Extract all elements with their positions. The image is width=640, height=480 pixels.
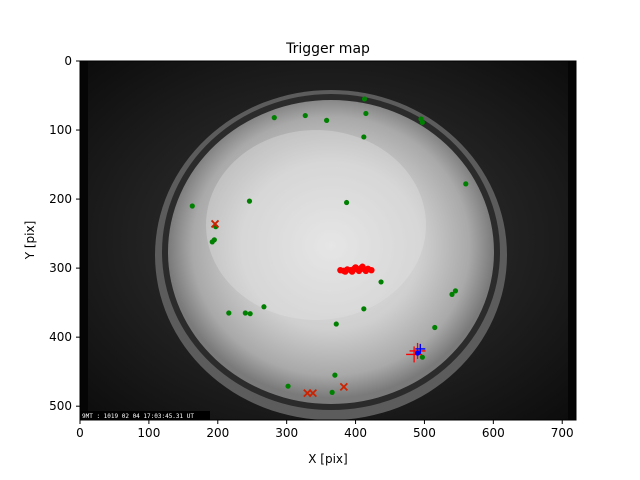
x-tick-label: 500 <box>413 426 436 440</box>
data-point <box>271 115 277 121</box>
data-point <box>361 134 367 140</box>
image-timestamp: 9MT : 1019 02 04 17:03:45.31 UT <box>82 413 194 420</box>
y-tick-label: 500 <box>49 399 72 413</box>
data-point <box>452 288 459 294</box>
data-point <box>247 311 253 317</box>
x-tick-label: 200 <box>206 426 229 440</box>
x-axis-label: X [pix] <box>308 452 347 466</box>
data-point <box>242 310 248 316</box>
data-point <box>432 324 438 331</box>
y-tick-label: 300 <box>49 261 72 275</box>
plus-marker <box>415 343 426 354</box>
data-point <box>189 203 195 209</box>
data-point <box>226 310 232 316</box>
data-point <box>285 383 291 389</box>
data-point <box>463 181 469 187</box>
data-point <box>332 372 338 378</box>
data-point <box>329 389 335 395</box>
markers-layer <box>189 96 469 398</box>
data-point <box>361 306 367 312</box>
y-tick-label: 200 <box>49 192 72 206</box>
data-point <box>378 279 384 285</box>
x-marker <box>210 219 220 229</box>
data-point <box>342 268 349 275</box>
x-axis: 0 100 200 300 400 500 600 700 <box>76 420 574 440</box>
plot-frame <box>79 60 577 421</box>
data-point <box>368 266 375 274</box>
y-tick-label: 100 <box>49 123 72 137</box>
data-point <box>449 291 455 297</box>
data-point <box>361 96 368 102</box>
x-tick-label: 600 <box>482 426 505 440</box>
y-tick-label: 0 <box>64 54 72 68</box>
data-point <box>209 239 215 245</box>
data-point <box>344 199 350 206</box>
y-axis: 0 100 200 300 400 500 <box>49 54 80 413</box>
x-tick-label: 300 <box>275 426 298 440</box>
sky-image: 9MT : 1019 02 04 17:03:45.31 UT <box>80 61 576 420</box>
y-axis-label: Y [pix] <box>23 221 37 261</box>
x-marker <box>339 382 348 391</box>
data-point <box>333 321 339 327</box>
y-tick-label: 400 <box>49 330 72 344</box>
data-point <box>352 264 359 271</box>
x-tick-label: 700 <box>551 426 574 440</box>
data-point <box>246 198 253 204</box>
data-point <box>414 350 421 356</box>
data-point <box>363 110 369 117</box>
data-point <box>302 112 308 119</box>
chart-title: Trigger map <box>285 41 370 57</box>
data-point <box>324 117 330 123</box>
data-point <box>261 304 267 310</box>
data-point <box>419 119 425 126</box>
data-point <box>419 354 425 360</box>
x-marker <box>308 388 317 398</box>
x-tick-label: 400 <box>344 426 367 440</box>
data-point <box>359 263 366 270</box>
x-tick-label: 0 <box>76 426 84 440</box>
x-tick-label: 100 <box>137 426 160 440</box>
